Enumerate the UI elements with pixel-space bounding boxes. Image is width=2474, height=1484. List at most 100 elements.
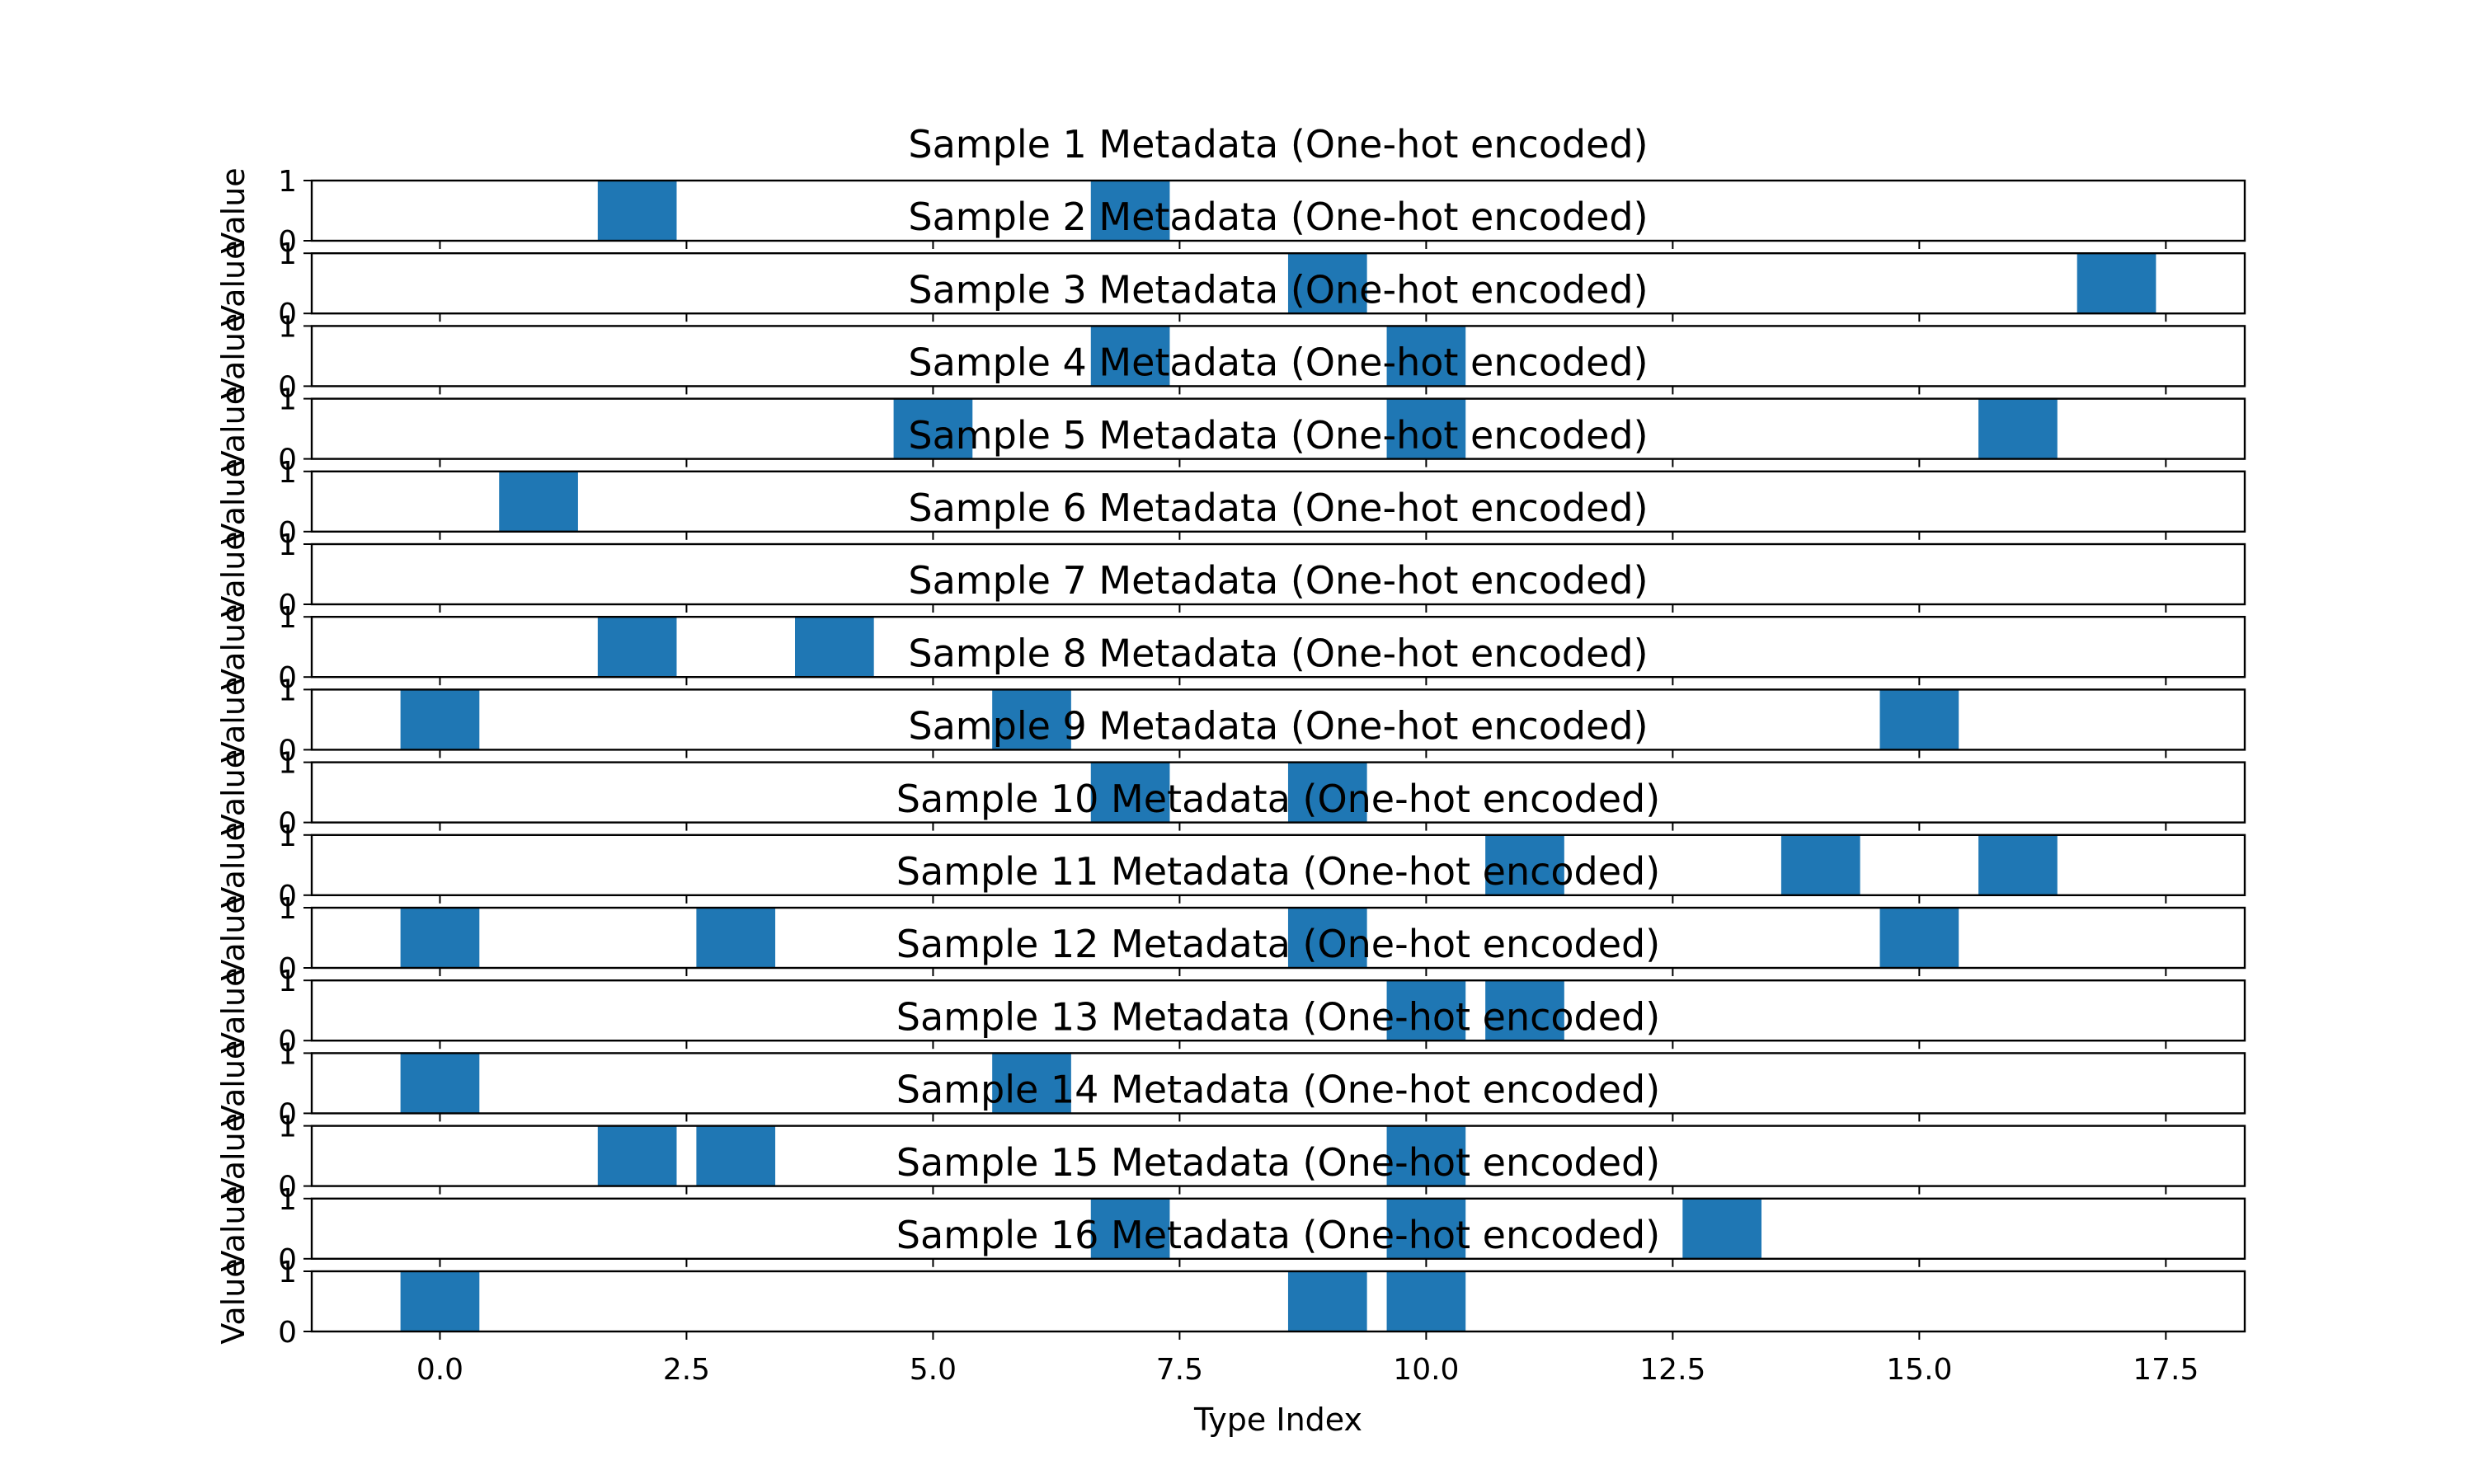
bar <box>1287 253 1367 314</box>
bar <box>1386 398 1466 459</box>
x-tick-label: 5.0 <box>910 1353 957 1387</box>
y-axis-label: Value <box>215 1258 252 1344</box>
x-tick-label: 17.5 <box>2133 1353 2199 1387</box>
y-tick-label: 0 <box>278 1316 297 1350</box>
subplot-title: Sample 11 Metadata (One-hot encoded) <box>896 849 1660 894</box>
subplot-title: Sample 13 Metadata (One-hot encoded) <box>896 994 1660 1039</box>
bar <box>1090 762 1170 823</box>
x-axis-ticks: 0.0 2.5 5.0 7.5 10.0 12.5 15.0 17.5 <box>416 1353 2199 1387</box>
bar <box>1386 1198 1466 1259</box>
bar <box>2077 253 2157 314</box>
subplot-7: 01 <box>278 601 2246 695</box>
x-tick-label: 7.5 <box>1156 1353 1203 1387</box>
y-tick-label: 0 <box>278 444 297 477</box>
y-tick-label: 0 <box>278 1025 297 1059</box>
bar <box>1287 1271 1367 1331</box>
axes-frame <box>310 688 2246 751</box>
subplot-8: 01 <box>278 674 2246 768</box>
y-tick-label: 0 <box>278 516 297 550</box>
bar <box>597 617 677 678</box>
y-tick-label: 0 <box>278 589 297 622</box>
subplot-6: 01 <box>278 528 2246 622</box>
x-tick-label: 15.0 <box>1886 1353 1952 1387</box>
y-tick-label: 1 <box>278 310 297 344</box>
subplot-1: 01 <box>278 165 2246 259</box>
y-tick-label: 0 <box>278 1171 297 1205</box>
y-tick-label: 1 <box>278 819 297 853</box>
bar <box>696 908 776 968</box>
y-tick-label: 1 <box>278 965 297 998</box>
subplot-16: 01 <box>278 1256 2246 1350</box>
y-axis-label: Value <box>215 313 252 399</box>
y-axis-label: Value <box>215 677 252 763</box>
bar <box>1287 908 1367 968</box>
y-tick-label: 1 <box>278 747 297 781</box>
bar <box>992 1053 1071 1114</box>
subplot-title: Sample 2 Metadata (One-hot encoded) <box>908 195 1648 239</box>
subplot-title: Sample 10 Metadata (One-hot encoded) <box>896 777 1660 821</box>
y-tick-label: 0 <box>278 734 297 768</box>
bar <box>893 398 973 459</box>
subplot-4: 01 <box>278 383 2246 477</box>
bar <box>1485 834 1564 895</box>
bar <box>400 689 480 750</box>
axes-frame <box>310 470 2246 533</box>
y-axis-label: Value <box>215 386 252 472</box>
y-tick-label: 0 <box>278 661 297 695</box>
axes-frame <box>310 1197 2246 1261</box>
axes-frame <box>310 1052 2246 1115</box>
y-tick-label: 1 <box>278 165 297 199</box>
bar <box>696 1125 776 1186</box>
subplot-title: Sample 12 Metadata (One-hot encoded) <box>896 922 1660 966</box>
y-tick-label: 1 <box>278 528 297 562</box>
x-tick-label: 0.0 <box>416 1353 463 1387</box>
bar <box>400 908 480 968</box>
y-tick-label: 1 <box>278 237 297 271</box>
y-tick-label: 0 <box>278 1243 297 1277</box>
y-tick-label: 1 <box>278 1256 297 1289</box>
subplot-3: 01 <box>278 310 2246 404</box>
subplot-11: 01 <box>278 892 2246 986</box>
axes-frame <box>310 761 2246 824</box>
x-tick-label: 12.5 <box>1639 1353 1705 1387</box>
bar <box>597 181 677 241</box>
y-axis-label: Value <box>215 458 252 544</box>
subplot-title: Sample 8 Metadata (One-hot encoded) <box>908 631 1648 675</box>
bar <box>499 471 578 532</box>
bar <box>1090 326 1170 387</box>
subplot-14: 01 <box>278 1111 2246 1205</box>
subplot-title: Sample 9 Metadata (One-hot encoded) <box>908 704 1648 749</box>
y-tick-label: 0 <box>278 298 297 331</box>
subplot-15: 01 <box>278 1183 2246 1277</box>
y-tick-label: 0 <box>278 952 297 986</box>
subplot-10: 01 <box>278 819 2246 913</box>
bar <box>1287 762 1367 823</box>
axes-frame <box>310 1125 2246 1187</box>
y-tick-label: 1 <box>278 1111 297 1144</box>
bar <box>400 1053 480 1114</box>
axes-frame <box>310 834 2246 896</box>
bar <box>1090 181 1170 241</box>
y-tick-label: 0 <box>278 370 297 404</box>
y-tick-label: 0 <box>278 1097 297 1131</box>
subplot-title: Sample 3 Metadata (One-hot encoded) <box>908 267 1648 312</box>
bar <box>1386 326 1466 387</box>
y-axis-label: Value <box>215 749 252 835</box>
y-tick-label: 0 <box>278 807 297 841</box>
subplot-title: Sample 16 Metadata (One-hot encoded) <box>896 1213 1660 1257</box>
bar <box>1386 980 1466 1041</box>
bar <box>1879 908 1959 968</box>
axes-frame <box>310 616 2246 679</box>
bar <box>1485 980 1564 1041</box>
y-axis-label: Value <box>215 822 252 908</box>
subplot-12: 01 <box>278 965 2246 1059</box>
subplot-13: 01 <box>278 1037 2246 1131</box>
y-tick-label: 1 <box>278 1037 297 1071</box>
subplot-title: Sample 15 Metadata (One-hot encoded) <box>896 1140 1660 1185</box>
y-axis-label: Value <box>215 1186 252 1271</box>
axes-frame <box>310 252 2246 315</box>
bar <box>597 1125 677 1186</box>
y-axis-label: Value <box>215 1113 252 1199</box>
y-axis-label: Value <box>215 604 252 690</box>
